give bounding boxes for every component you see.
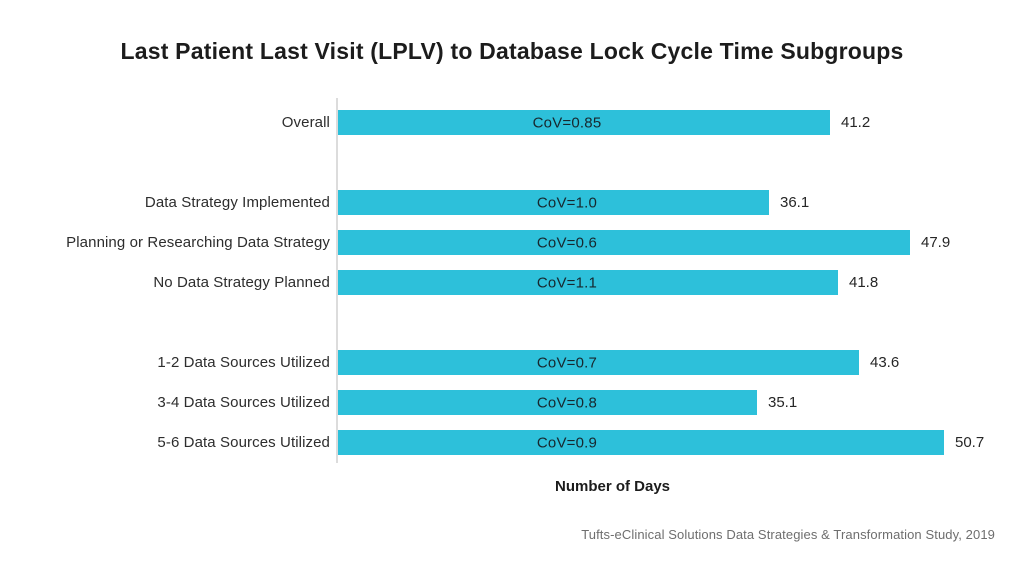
value-label: 43.6 — [870, 354, 900, 371]
category-label: Overall — [281, 114, 330, 131]
cov-label: CoV=0.85 — [532, 114, 602, 131]
category-label: 3-4 Data Sources Utilized — [157, 394, 330, 411]
cov-label: CoV=0.6 — [536, 234, 598, 251]
cov-label: CoV=0.8 — [536, 394, 598, 411]
bar-group: Data Strategy Implemented CoV=1.0 36.1 Plan… — [0, 190, 1024, 295]
cov-label: CoV=0.7 — [536, 354, 598, 371]
cov-label: CoV=1.0 — [536, 194, 598, 211]
value-label: 41.8 — [849, 274, 879, 291]
bar: CoV=0.6 — [338, 230, 910, 255]
category-label: 5-6 Data Sources Utilized — [157, 434, 330, 451]
x-axis-label: Number of Days — [555, 478, 671, 495]
source-citation: Tufts-eClinical Solutions Data Strategie… — [581, 527, 995, 542]
y-axis-line — [336, 98, 338, 463]
bar: CoV=0.9 — [338, 430, 944, 455]
bar-row: Planning or Researching Data Strategy CoV… — [0, 230, 1024, 255]
value-label: 41.2 — [841, 114, 871, 131]
bar: CoV=0.85 — [338, 110, 830, 135]
bar-row: 3-4 Data Sources Utilized CoV=0.8 35.1 — [0, 390, 1024, 415]
bar: CoV=1.0 — [338, 190, 769, 215]
value-label: 36.1 — [780, 194, 810, 211]
value-label: 35.1 — [768, 394, 798, 411]
bar-row: No Data Strategy Planned CoV=1.1 41.8 — [0, 270, 1024, 295]
category-label: 1-2 Data Sources Utilized — [157, 354, 330, 371]
cov-label: CoV=0.9 — [536, 434, 598, 451]
category-label: No Data Strategy Planned — [153, 274, 330, 291]
bar-row: 1-2 Data Sources Utilized CoV=0.7 43.6 — [0, 350, 1024, 375]
category-label: Planning or Researching Data Strategy — [66, 234, 330, 251]
value-label: 50.7 — [955, 434, 985, 451]
bar-group: 1-2 Data Sources Utilized CoV=0.7 43.6 3-4 … — [0, 350, 1024, 455]
bar: CoV=0.8 — [338, 390, 757, 415]
bar-row: Data Strategy Implemented CoV=1.0 36.1 — [0, 190, 1024, 215]
bar-chart: Overall CoV=0.85 41.2 Data Strategy Impleme… — [0, 98, 1024, 463]
category-label: Data Strategy Implemented — [144, 194, 330, 211]
value-label: 47.9 — [921, 234, 951, 251]
bar: CoV=0.7 — [338, 350, 859, 375]
bar: CoV=1.1 — [338, 270, 838, 295]
bar-row: Overall CoV=0.85 41.2 — [0, 110, 1024, 135]
bar-row: 5-6 Data Sources Utilized CoV=0.9 50.7 — [0, 430, 1024, 455]
cov-label: CoV=1.1 — [536, 274, 598, 291]
bar-group: Overall CoV=0.85 41.2 — [0, 110, 1024, 135]
chart-title: Last Patient Last Visit (LPLV) to Databa… — [120, 38, 904, 64]
